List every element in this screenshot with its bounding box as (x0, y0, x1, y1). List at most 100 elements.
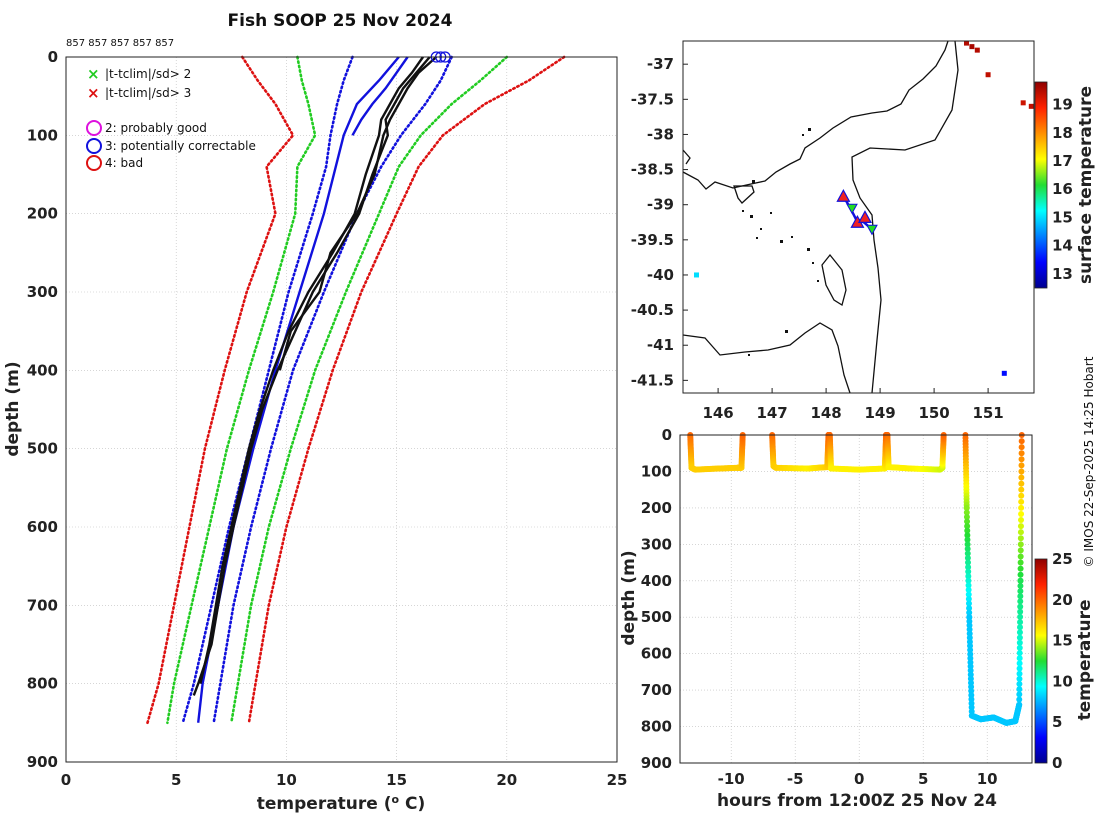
lon-tick-label: 147 (756, 404, 787, 422)
depth-sample-point (1018, 444, 1025, 451)
time-tick-label: -5 (787, 770, 804, 788)
depth-sample-point (1017, 593, 1024, 600)
depth-sample-point (963, 509, 970, 516)
depth-tick-label: 500 (641, 608, 672, 626)
coastline (682, 40, 959, 394)
sst-cell (974, 47, 980, 53)
lat-tick-label: -39.5 (631, 231, 674, 249)
time-tick-label: 5 (918, 770, 928, 788)
depth-tick-label: 700 (641, 681, 672, 699)
legend-entry: |t-tclim|/sd> 2 (105, 67, 191, 81)
depth-sample-point (1017, 523, 1024, 530)
y-tick-label: 600 (27, 518, 58, 536)
time-tick-label: 10 (977, 770, 998, 788)
depth-sample-point (1016, 655, 1023, 662)
credit-text: © IMOS 22-Sep-2025 14:25 Hobart (1082, 356, 1096, 567)
series-line-6 (197, 56, 400, 723)
depth-sample-point (1017, 582, 1024, 589)
series-line-7 (351, 56, 409, 136)
temperature-depth-plot: Fish SOOP 25 Nov 2024 857 857 857 857 85… (3, 11, 627, 814)
depth-sample-point (1017, 547, 1024, 554)
time-tick-label: -10 (718, 770, 745, 788)
temperature-colorbar-tick: 0 (1052, 754, 1062, 772)
depth-sample-point (1018, 450, 1025, 457)
depth-tick-label: 0 (662, 426, 672, 444)
left-axes-box (65, 56, 618, 763)
depth-sample-point (964, 523, 971, 530)
temperature-colorbar (1034, 558, 1048, 764)
series-line-5 (247, 55, 566, 725)
depth-sample-point (1017, 624, 1023, 631)
depth-sample-point (964, 545, 971, 552)
map-colorbar-tick: 17 (1052, 152, 1073, 170)
depth-sample-point (1018, 492, 1025, 499)
depth-sample-point (1016, 660, 1023, 667)
depth-sample-point (1016, 675, 1023, 682)
depth-sample-point (1016, 701, 1023, 708)
lat-tick-label: -38.5 (631, 161, 674, 179)
depth-sample-point (963, 504, 970, 511)
lon-tick-label: 146 (702, 404, 733, 422)
depth-sample-point (966, 609, 973, 616)
depth-sample-point (965, 596, 972, 602)
series-line-3 (212, 55, 454, 725)
depth-sample-point (1017, 619, 1024, 626)
map-colorbar-tick: 14 (1052, 237, 1073, 255)
temperature-colorbar-label: temperature (1075, 599, 1095, 720)
map-plot: 146 147 148 149 150 151 -37 -37.5 -38 -38.5 -39 -39… (631, 40, 1096, 422)
lon-tick-label: 148 (810, 404, 841, 422)
y-tick-label: 500 (27, 440, 58, 458)
map-colorbar-tick: 16 (1052, 180, 1073, 198)
series-line-10 (278, 56, 438, 371)
depth-tick-label: 200 (641, 499, 672, 517)
depth-sample-point (1017, 565, 1024, 572)
depth-sample-point (1018, 486, 1025, 493)
depth-sample-point (1016, 639, 1023, 646)
series-line-9 (199, 56, 424, 684)
drop-marker-green (866, 224, 878, 236)
time-tick-label: 0 (854, 770, 864, 788)
depth-sample-point (1018, 438, 1025, 445)
depth-sample-point (965, 586, 972, 593)
depth-sample-point (1016, 650, 1023, 657)
series-line-8 (192, 56, 431, 696)
map-colorbar (1034, 81, 1048, 289)
x-tick-label: 10 (276, 771, 297, 789)
depth-tick-label: 400 (641, 572, 672, 590)
depth-sample-point (964, 527, 971, 534)
sst-cell (964, 40, 969, 46)
x-axis-label: temperature (o C) (257, 793, 426, 814)
depth-sample-point (1016, 696, 1023, 703)
lat-tick-label: -40 (647, 266, 674, 284)
depth-sample-point (965, 559, 971, 566)
depth-sample-point (1016, 691, 1023, 698)
drop-marker-red (836, 189, 851, 202)
lat-tick-label: -37.5 (631, 90, 674, 108)
legend-marker: × (87, 65, 100, 83)
y-axis-label: depth (m) (3, 361, 23, 456)
temperature-colorbar-tick: 15 (1052, 632, 1073, 650)
depth-sample-point (963, 514, 970, 520)
temperature-colorbar-tick: 25 (1052, 550, 1073, 568)
depth-sample-point (1017, 603, 1024, 610)
depth-sample-point (964, 550, 971, 557)
sst-cell (985, 72, 991, 78)
x-tick-label: 20 (496, 771, 517, 789)
y-tick-label: 800 (27, 675, 58, 693)
drop-marker-red (857, 210, 872, 223)
x-tick-label: 25 (607, 771, 628, 789)
legend-entry: |t-tclim|/sd> 3 (105, 86, 191, 100)
map-colorbar-tick: 13 (1052, 265, 1073, 283)
depth-sample-point (1016, 634, 1023, 641)
depth-sample-point (1017, 541, 1024, 548)
depth-sample-point (1016, 681, 1023, 688)
depth-sample-point (1018, 517, 1025, 524)
depth-sample-point (1016, 629, 1023, 636)
depth-sample-point (1016, 644, 1023, 651)
depth-tick-label: 900 (641, 754, 672, 772)
lat-tick-label: -38 (647, 125, 674, 143)
depth-sample-point (1018, 498, 1025, 505)
temperature-colorbar-tick: 5 (1052, 713, 1062, 731)
depth-tick-label: 300 (641, 535, 672, 553)
